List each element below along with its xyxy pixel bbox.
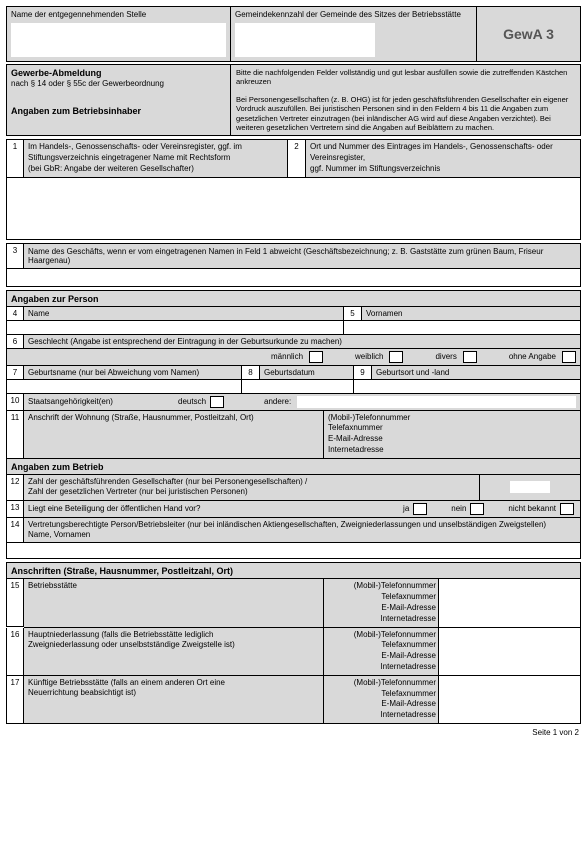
field-6-num: 6 <box>6 335 24 349</box>
field-9-input[interactable] <box>354 380 581 394</box>
f13-nb-label: nicht bekannt <box>508 504 556 513</box>
field-16-label: Hauptniederlassung (falls die Betriebsst… <box>24 628 324 676</box>
section-anschriften: Anschriften (Straße, Hausnummer, Postlei… <box>6 562 581 579</box>
contact-labels-11: (Mobil-)Telefonnummer Telefaxnummer E-Ma… <box>324 411 454 459</box>
nat-andere-input[interactable] <box>297 396 576 408</box>
f13-nein-label: nein <box>451 504 466 513</box>
field-1-2-input[interactable] <box>6 178 581 240</box>
field-2-label: Ort und Nummer des Eintrages im Handels-… <box>306 139 581 177</box>
nat-deutsch-check[interactable] <box>210 396 224 408</box>
field-14-num: 14 <box>6 518 24 544</box>
field-10-num: 10 <box>6 394 24 411</box>
gender-o-label: ohne Angabe <box>509 352 556 361</box>
field-5-num: 5 <box>344 307 362 321</box>
field-5-label: Vornamen <box>362 307 581 321</box>
contact-labels-15: (Mobil-)Telefonnummer Telefaxnummer E-Ma… <box>324 579 439 627</box>
field-1-label: Im Handels-, Genossenschafts- oder Verei… <box>24 139 288 177</box>
field-17-label: Künftige Betriebsstätte (falls an einem … <box>24 676 324 724</box>
gender-d-label: divers <box>435 352 456 361</box>
field-9-num: 9 <box>354 366 372 380</box>
field-7-num: 7 <box>6 366 24 380</box>
field-1-num: 1 <box>6 139 24 177</box>
nat-andere-label: andere: <box>264 397 291 406</box>
gender-row: männlich weiblich divers ohne Angabe <box>6 349 581 366</box>
contact-labels-16: (Mobil-)Telefonnummer Telefaxnummer E-Ma… <box>324 628 439 676</box>
contact-labels-17: (Mobil-)Telefonnummer Telefaxnummer E-Ma… <box>324 676 439 724</box>
form-page: Name der entgegennehmenden Stelle Gemein… <box>6 6 581 737</box>
section-person: Angaben zur Person <box>6 290 581 307</box>
gender-o-check[interactable] <box>562 351 576 363</box>
gender-d-check[interactable] <box>463 351 477 363</box>
gender-w-check[interactable] <box>389 351 403 363</box>
field-7-input[interactable] <box>6 380 242 394</box>
field-10-row: Staatsangehörigkeit(en) deutsch andere: <box>24 394 581 411</box>
receiving-office-label: Name der entgegennehmenden Stelle <box>11 10 226 19</box>
f13-ja-label: ja <box>403 504 409 513</box>
f13-ja-check[interactable] <box>413 503 427 515</box>
instructions-line1: Bitte die nachfolgenden Felder vollständ… <box>236 68 575 87</box>
field-4-label: Name <box>24 307 344 321</box>
field-3-num: 3 <box>6 243 24 269</box>
field-12-label: Zahl der geschäftsführenden Gesellschaft… <box>24 475 480 501</box>
field-9-label: Geburtsort und -land <box>372 366 581 380</box>
abmeldung-title: Gewerbe-Abmeldung <box>11 68 226 78</box>
gender-m-label: männlich <box>271 352 303 361</box>
field-12-num: 12 <box>6 475 24 501</box>
contact-values-16[interactable] <box>439 628 581 676</box>
abmeldung-subtitle: nach § 14 oder § 55c der Gewerbeordnung <box>11 79 226 88</box>
field-11-label: Anschrift der Wohnung (Straße, Hausnumme… <box>24 411 324 459</box>
field-8-num: 8 <box>242 366 260 380</box>
field-14-input[interactable] <box>6 543 581 559</box>
field-4-num: 4 <box>6 307 24 321</box>
receiving-office-input[interactable] <box>11 23 226 57</box>
gkz-label: Gemeindekennzahl der Gemeinde des Sitzes… <box>235 10 472 19</box>
nat-deutsch-label: deutsch <box>178 397 206 406</box>
field-4-input[interactable] <box>6 321 344 335</box>
contact-values-11[interactable] <box>454 411 581 459</box>
section-betrieb: Angaben zum Betrieb <box>6 459 581 475</box>
field-13-num: 13 <box>6 501 24 518</box>
field-6-label: Geschlecht (Angabe ist entsprechend der … <box>24 335 581 349</box>
f13-nb-check[interactable] <box>560 503 574 515</box>
field-11-num: 11 <box>6 411 24 459</box>
field-15-num: 15 <box>6 579 24 627</box>
gkz-block: Gemeindekennzahl der Gemeinde des Sitzes… <box>231 6 477 62</box>
field-16-num: 16 <box>6 628 24 676</box>
instructions-block: Bitte die nachfolgenden Felder vollständ… <box>231 64 581 136</box>
page-footer: Seite 1 von 2 <box>6 724 581 737</box>
field-12-input[interactable] <box>510 481 550 493</box>
form-id: GewA 3 <box>503 26 554 42</box>
gkz-input[interactable] <box>235 23 375 57</box>
field-14-label: Vertretungsberechtigte Person/Betriebsle… <box>24 518 581 544</box>
field-13-row: Liegt eine Beteiligung der öffentlichen … <box>24 501 581 518</box>
abmeldung-block: Gewerbe-Abmeldung nach § 14 oder § 55c d… <box>6 64 231 136</box>
contact-values-17[interactable] <box>439 676 581 724</box>
field-3-label: Name des Geschäfts, wenn er vom eingetra… <box>24 243 581 269</box>
gender-m-check[interactable] <box>309 351 323 363</box>
field-10-label: Staatsangehörigkeit(en) <box>28 397 178 406</box>
field-8-label: Geburtsdatum <box>260 366 354 380</box>
contact-values-15[interactable] <box>439 579 581 627</box>
form-id-block: GewA 3 <box>477 6 581 62</box>
field-15-label: Betriebsstätte <box>24 579 324 627</box>
field-8-input[interactable] <box>242 380 354 394</box>
field-17-num: 17 <box>6 676 24 724</box>
field-7-label: Geburtsname (nur bei Abweichung vom Name… <box>24 366 242 380</box>
field-13-label: Liegt eine Beteiligung der öffentlichen … <box>28 504 403 513</box>
gender-w-label: weiblich <box>355 352 383 361</box>
inhaber-title: Angaben zum Betriebsinhaber <box>11 106 226 116</box>
receiving-office-block: Name der entgegennehmenden Stelle <box>6 6 231 62</box>
field-5-input[interactable] <box>344 321 581 335</box>
field-2-num: 2 <box>288 139 306 177</box>
field-3-input[interactable] <box>6 269 581 287</box>
field-12-input-wrap <box>480 475 581 501</box>
instructions-line2: Bei Personengesellschaften (z. B. OHG) i… <box>236 95 575 133</box>
f13-nein-check[interactable] <box>470 503 484 515</box>
